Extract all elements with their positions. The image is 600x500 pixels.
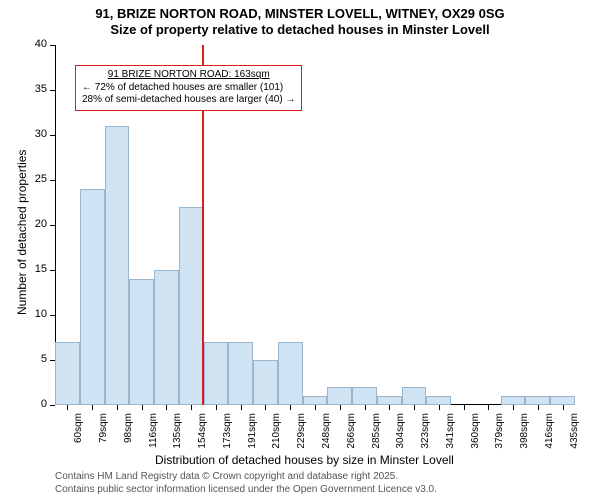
histogram-bar xyxy=(253,360,278,405)
annotation-line1: 91 BRIZE NORTON ROAD: 163sqm xyxy=(82,69,295,82)
x-tick-mark xyxy=(265,405,266,410)
histogram-bar xyxy=(80,189,105,405)
x-tick-mark xyxy=(389,405,390,410)
x-tick-mark xyxy=(67,405,68,410)
y-axis-label: Number of detached properties xyxy=(15,150,29,315)
x-tick-label: 379sqm xyxy=(494,413,505,463)
footer-line2: Contains public sector information licen… xyxy=(55,484,437,497)
y-tick-mark xyxy=(50,315,55,316)
annotation-line2: ← 72% of detached houses are smaller (10… xyxy=(82,82,295,95)
x-tick-mark xyxy=(488,405,489,410)
annotation-box: 91 BRIZE NORTON ROAD: 163sqm ← 72% of de… xyxy=(75,65,302,111)
y-tick-mark xyxy=(50,45,55,46)
x-tick-mark xyxy=(290,405,291,410)
x-tick-mark xyxy=(241,405,242,410)
y-tick-mark xyxy=(50,135,55,136)
histogram-bar xyxy=(327,387,352,405)
histogram-bar xyxy=(352,387,377,405)
x-tick-label: 360sqm xyxy=(470,413,481,463)
histogram-bar xyxy=(55,342,80,405)
histogram-bar xyxy=(525,396,550,405)
histogram-bar xyxy=(550,396,575,405)
y-tick-label: 40 xyxy=(23,38,47,50)
chart-title-line1: 91, BRIZE NORTON ROAD, MINSTER LOVELL, W… xyxy=(0,0,600,22)
x-tick-label: 435sqm xyxy=(569,413,580,463)
x-tick-label: 398sqm xyxy=(519,413,530,463)
y-tick-mark xyxy=(50,180,55,181)
x-tick-mark xyxy=(315,405,316,410)
footer-line1: Contains HM Land Registry data © Crown c… xyxy=(55,471,437,484)
x-tick-mark xyxy=(92,405,93,410)
x-tick-mark xyxy=(414,405,415,410)
x-tick-mark xyxy=(117,405,118,410)
histogram-bar xyxy=(129,279,154,405)
x-tick-mark xyxy=(538,405,539,410)
histogram-bar xyxy=(377,396,402,405)
x-tick-label: 60sqm xyxy=(73,413,84,463)
y-tick-label: 30 xyxy=(23,128,47,140)
x-tick-mark xyxy=(340,405,341,410)
annotation-line3: 28% of semi-detached houses are larger (… xyxy=(82,94,295,107)
y-tick-label: 0 xyxy=(23,398,47,410)
histogram-bar xyxy=(402,387,427,405)
histogram-bar xyxy=(303,396,328,405)
y-tick-mark xyxy=(50,90,55,91)
y-tick-label: 35 xyxy=(23,83,47,95)
x-tick-mark xyxy=(365,405,366,410)
x-tick-label: 98sqm xyxy=(123,413,134,463)
x-axis-label: Distribution of detached houses by size … xyxy=(155,453,454,467)
histogram-bar xyxy=(426,396,451,405)
x-tick-mark xyxy=(216,405,217,410)
histogram-bar xyxy=(228,342,253,405)
x-tick-label: 79sqm xyxy=(98,413,109,463)
histogram-bar xyxy=(105,126,130,405)
chart-container: 91, BRIZE NORTON ROAD, MINSTER LOVELL, W… xyxy=(0,0,600,500)
histogram-bar xyxy=(501,396,526,405)
chart-title-line2: Size of property relative to detached ho… xyxy=(0,22,600,38)
x-tick-label: 416sqm xyxy=(544,413,555,463)
x-tick-mark xyxy=(191,405,192,410)
y-tick-mark xyxy=(50,405,55,406)
x-tick-mark xyxy=(439,405,440,410)
y-tick-label: 5 xyxy=(23,353,47,365)
x-tick-mark xyxy=(464,405,465,410)
x-tick-mark xyxy=(513,405,514,410)
y-tick-mark xyxy=(50,270,55,271)
x-tick-mark xyxy=(166,405,167,410)
x-tick-mark xyxy=(142,405,143,410)
x-tick-mark xyxy=(563,405,564,410)
histogram-bar xyxy=(278,342,303,405)
y-tick-mark xyxy=(50,225,55,226)
histogram-bar xyxy=(204,342,229,405)
footer-attribution: Contains HM Land Registry data © Crown c… xyxy=(55,471,437,496)
histogram-bar xyxy=(179,207,204,405)
histogram-bar xyxy=(154,270,179,405)
